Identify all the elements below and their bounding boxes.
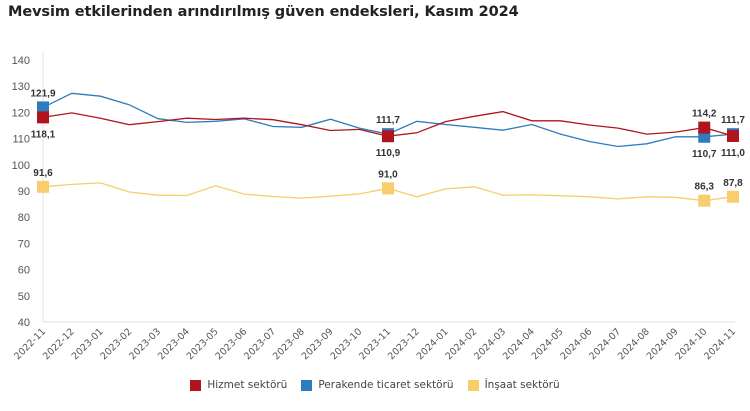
series-marker [698, 121, 711, 134]
y-tick-label: 130 [12, 81, 30, 93]
y-tick-label: 40 [18, 317, 30, 329]
data-label: 110,7 [692, 149, 717, 160]
chart-title: Mevsim etkilerinden arındırılmış güven e… [8, 4, 519, 20]
legend-swatch-insaat [467, 379, 479, 391]
series-marker [727, 129, 739, 142]
data-label: 111,7 [376, 115, 400, 126]
legend-label-insaat: İnşaat sektörü [484, 379, 560, 391]
data-label: 121,9 [30, 88, 55, 99]
series-marker [382, 130, 394, 143]
legend-label-hizmet: Hizmet sektörü [207, 379, 288, 391]
y-tick-label: 50 [18, 291, 30, 303]
data-label: 91,0 [378, 169, 398, 180]
data-label: 110,9 [376, 148, 401, 159]
y-tick-label: 120 [12, 107, 30, 119]
data-label: 111,7 [721, 115, 745, 126]
y-tick-label: 80 [18, 212, 30, 224]
data-label: 87,8 [723, 178, 743, 189]
data-label: 91,6 [33, 168, 53, 179]
data-label: 111,0 [721, 148, 745, 159]
legend-label-perakende: Perakende ticaret sektörü [318, 379, 454, 391]
y-tick-label: 70 [18, 238, 30, 250]
legend-item-hizmet[interactable]: Hizmet sektörü [190, 379, 287, 391]
data-label: 86,3 [695, 182, 715, 193]
data-label: 114,2 [692, 109, 717, 120]
series-marker [37, 180, 49, 193]
series-marker [37, 111, 49, 124]
y-tick-label: 110 [12, 134, 30, 146]
data-label: 118,1 [31, 129, 56, 140]
legend-item-insaat[interactable]: İnşaat sektörü [467, 379, 560, 391]
y-tick-label: 100 [12, 160, 30, 172]
series-markers [37, 101, 739, 207]
legend-swatch-hizmet [190, 379, 202, 391]
legend-item-perakende[interactable]: Perakende ticaret sektörü [301, 379, 454, 391]
series-marker [698, 130, 711, 143]
y-tick-label: 60 [18, 265, 30, 277]
y-tick-label: 140 [12, 55, 30, 67]
legend: Hizmet sektörü Perakende ticaret sektörü… [0, 379, 750, 391]
axes: 4050607080901001101201301402022-112022-1… [12, 52, 738, 362]
series-marker [727, 190, 739, 203]
y-tick-label: 90 [18, 186, 30, 198]
series-marker [37, 101, 49, 114]
series-marker [698, 194, 711, 207]
x-tick-label: 2024-11 [702, 326, 738, 362]
data-labels: 118,1 110,9 114,2 111,0 121,9 111,7 110,7 111,7… [30, 88, 745, 192]
legend-swatch-perakende [301, 379, 313, 391]
series-marker [382, 182, 394, 195]
